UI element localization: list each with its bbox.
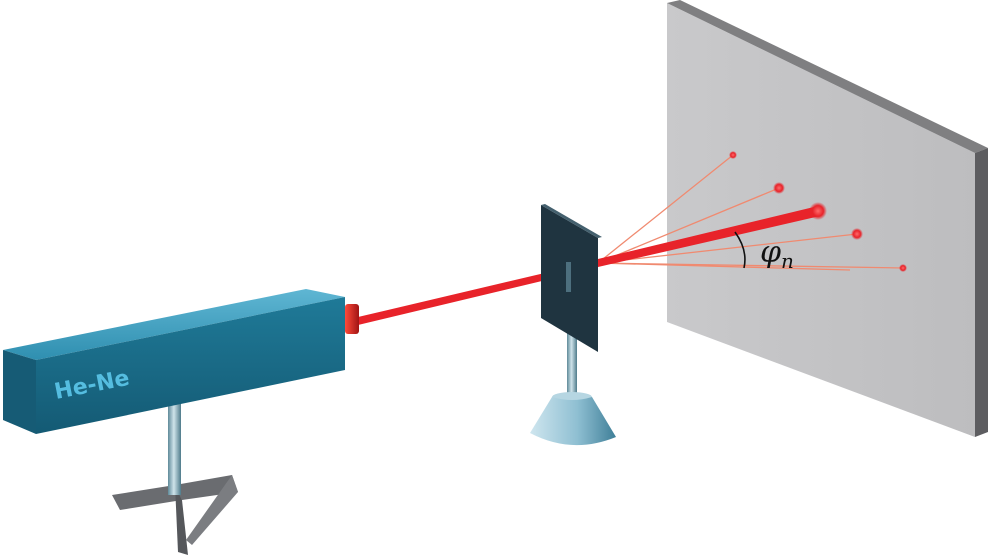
spot-order-plus-1 <box>773 182 785 194</box>
central-beam <box>598 206 820 267</box>
laser-output-aperture <box>345 304 359 334</box>
spot-order-zero <box>809 202 827 220</box>
diffraction-spots <box>729 151 907 272</box>
laser-stand-pole <box>168 390 181 495</box>
laser-stand-leg-front <box>175 485 188 555</box>
grating-stand-pole <box>567 330 577 398</box>
he-ne-laser: He-Ne <box>3 289 359 434</box>
screen-thickness <box>975 148 988 437</box>
laser-side-face <box>36 297 345 434</box>
laser-stand-leg-back <box>186 475 238 545</box>
screen-face <box>667 3 975 437</box>
reference-axis-line <box>597 262 851 271</box>
diffraction-grating <box>541 204 602 352</box>
grating-stand-cone <box>530 397 616 446</box>
laser-stand-leg-left <box>112 485 182 510</box>
incident-beam <box>358 268 567 325</box>
diffraction-order-rays <box>597 154 904 271</box>
screen-side-edge <box>667 0 988 153</box>
order-ray-plus-2 <box>597 154 734 264</box>
angle-arc <box>734 231 746 269</box>
order-ray-plus-1 <box>597 187 780 264</box>
grating-stand <box>530 330 616 446</box>
spot-order-minus-2 <box>899 264 907 272</box>
angle-label: φn <box>760 235 794 273</box>
spot-order-minus-1 <box>851 228 863 240</box>
laser-stand <box>112 390 238 555</box>
projection-screen <box>667 0 988 437</box>
grating-plate-edge <box>541 204 602 238</box>
order-ray-minus-1 <box>597 233 858 264</box>
grating-slit <box>566 262 571 292</box>
spot-order-plus-2 <box>729 151 737 159</box>
angle-subscript: n <box>781 249 794 273</box>
angle-symbol: φ <box>760 235 781 270</box>
laser-front-face <box>3 350 36 434</box>
laser-top-face <box>3 289 345 360</box>
